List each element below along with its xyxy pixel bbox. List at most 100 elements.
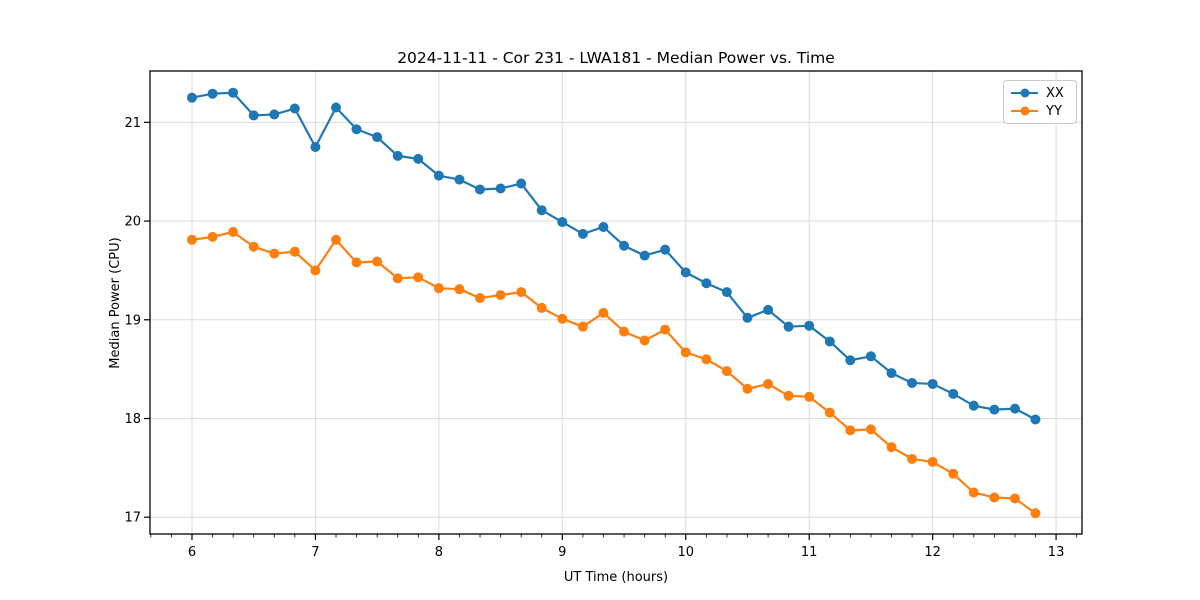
x-tick-label: 12 [924,545,941,560]
chart-title: 2024-11-11 - Cor 231 - LWA181 - Median P… [397,49,835,67]
data-point-yy [392,273,403,284]
legend-line-marker-yy-icon [1011,106,1038,116]
data-point-xx [413,153,424,164]
data-point-xx [269,109,280,120]
data-point-yy [372,256,383,267]
data-point-xx [783,321,794,332]
data-point-yy [454,284,465,295]
data-point-yy [907,453,918,464]
data-point-yy [536,302,547,313]
data-point-xx [228,87,239,98]
data-point-xx [474,184,485,195]
data-point-xx [331,102,342,113]
data-point-yy [289,246,300,257]
series-layer [186,87,1041,519]
x-tick-label: 6 [188,545,196,560]
data-point-yy [331,234,342,245]
legend: XX YY [1003,80,1077,124]
data-point-xx [680,267,691,278]
data-point-xx [927,378,938,389]
y-tick-label: 20 [124,215,141,230]
data-point-xx [1030,414,1041,425]
data-point-yy [269,248,280,259]
data-point-xx [536,205,547,216]
data-point-xx [660,244,671,255]
data-point-xx [516,178,527,189]
x-tick-label: 13 [1048,545,1065,560]
axes-frame [149,70,1083,535]
data-point-xx [763,304,774,315]
legend-line-marker-xx-icon [1011,88,1038,98]
data-point-yy [968,487,979,498]
series-line-xx [191,91,1036,421]
data-point-xx [824,336,835,347]
x-tick-label: 11 [801,545,818,560]
data-point-yy [351,257,362,268]
data-point-xx [804,320,815,331]
data-point-yy [680,347,691,358]
legend-label-yy: YY [1046,103,1062,119]
data-point-yy [186,234,197,245]
data-point-yy [927,456,938,467]
data-point-yy [865,424,876,435]
data-point-xx [701,278,712,289]
x-tick-label: 8 [435,545,443,560]
data-point-yy [228,226,239,237]
data-point-xx [1009,403,1020,414]
data-point-xx [433,170,444,181]
data-point-xx [454,174,465,185]
data-point-yy [577,321,588,332]
data-point-yy [701,354,712,365]
data-point-yy [495,290,506,301]
data-point-yy [1030,508,1041,519]
legend-item-xx: XX [1011,86,1069,101]
data-point-xx [351,124,362,135]
data-point-yy [310,265,321,276]
x-tick-label: 10 [677,545,694,560]
data-point-yy [721,366,732,377]
data-point-xx [845,355,856,366]
axes-spines [149,70,1083,535]
legend-label-xx: XX [1046,85,1064,101]
data-point-xx [310,142,321,153]
data-point-xx [865,351,876,362]
legend-dot-xx-icon [1020,88,1029,98]
data-point-yy [948,468,959,479]
data-point-yy [742,383,753,394]
data-point-yy [783,390,794,401]
data-point-yy [824,407,835,418]
y-tick-label: 18 [124,412,141,427]
grid-layer [150,71,1082,534]
data-point-xx [598,221,609,232]
x-tick-label: 9 [558,545,566,560]
data-point-yy [804,391,815,402]
data-point-xx [639,250,650,261]
data-point-yy [886,442,897,453]
data-point-yy [433,283,444,294]
data-point-yy [557,313,568,324]
y-tick-label: 19 [124,313,141,328]
y-axis-label: Median Power (CPU) [108,237,123,368]
data-point-xx [289,103,300,114]
data-point-xx [392,150,403,161]
data-point-yy [619,326,630,337]
data-point-xx [248,110,259,121]
data-point-yy [516,287,527,298]
data-point-xx [721,287,732,298]
data-point-xx [907,377,918,388]
data-point-yy [207,231,218,242]
x-tick-label: 7 [311,545,319,560]
data-point-xx [968,400,979,411]
data-point-xx [989,404,1000,415]
data-point-xx [495,183,506,194]
data-point-yy [474,293,485,304]
y-tick-label: 17 [124,511,141,526]
data-point-yy [248,241,259,252]
data-point-xx [948,388,959,399]
data-point-xx [207,88,218,99]
y-tick-label: 21 [124,116,141,131]
data-point-yy [660,324,671,335]
data-point-xx [372,132,383,143]
